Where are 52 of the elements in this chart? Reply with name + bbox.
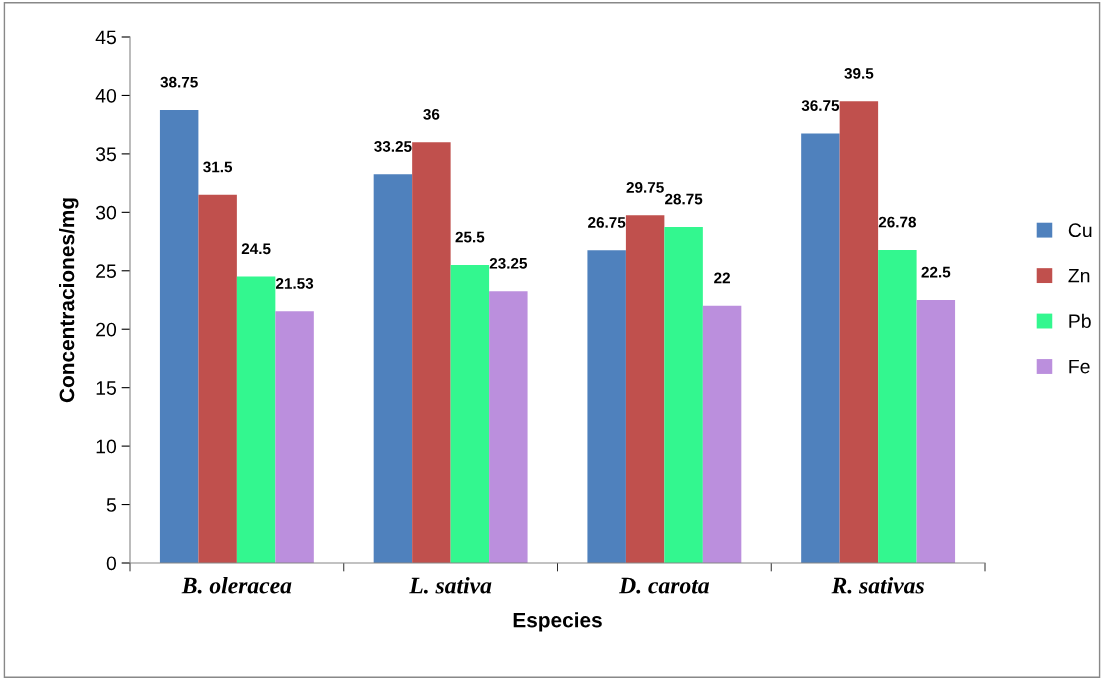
y-tick-label: 30 <box>95 205 117 220</box>
bar <box>839 101 879 563</box>
bar <box>236 276 276 563</box>
data-label: 38.75 <box>160 76 198 88</box>
x-tick-label: B. oleracea <box>181 576 292 594</box>
bar <box>625 215 665 563</box>
y-tick-label: 40 <box>95 88 117 103</box>
bar <box>664 226 703 563</box>
data-label: 22 <box>714 272 730 284</box>
bar <box>702 305 742 563</box>
y-tick-label: 15 <box>96 381 116 395</box>
data-label: 24.5 <box>241 243 271 255</box>
bar <box>412 142 451 563</box>
data-label: 26.78 <box>878 216 917 228</box>
data-label: 33.25 <box>374 141 412 152</box>
bar <box>198 194 237 563</box>
data-label: 26.75 <box>588 217 626 228</box>
data-label: 31.5 <box>203 161 233 173</box>
y-axis-title: Concentraciones/mg <box>59 198 79 403</box>
data-label: 36.75 <box>801 100 840 111</box>
bar <box>275 311 314 563</box>
data-label: 36 <box>423 108 440 120</box>
legend-label: Zn <box>1068 268 1090 283</box>
y-tick-label: 25 <box>96 264 116 279</box>
y-tick-label: 10 <box>96 439 117 454</box>
data-label: 21.53 <box>276 278 314 289</box>
bar <box>373 174 413 563</box>
bar <box>916 300 956 563</box>
x-axis-title: Especies <box>513 612 602 632</box>
y-tick-label: 35 <box>95 147 116 162</box>
bar <box>159 110 199 563</box>
x-tick-label: L. sativa <box>409 576 492 594</box>
data-label: 23.25 <box>489 257 528 269</box>
bar <box>587 250 626 563</box>
bar <box>489 291 528 563</box>
bar <box>801 133 840 563</box>
bar <box>450 264 490 563</box>
x-tick-label: D. carota <box>618 577 710 594</box>
data-label: 29.75 <box>626 181 664 193</box>
legend-label: Fe <box>1069 359 1090 374</box>
data-label: 39.5 <box>844 68 874 79</box>
x-tick-label: R. sativas <box>831 576 924 594</box>
y-tick-label: 45 <box>95 30 116 45</box>
y-tick-label: 5 <box>106 498 116 512</box>
data-label: 25.5 <box>455 231 485 243</box>
legend-label: Pb <box>1069 313 1091 328</box>
legend-label: Cu <box>1068 223 1092 238</box>
data-label: 28.75 <box>665 193 703 205</box>
data-label: 22.5 <box>921 266 951 278</box>
y-tick-label: 20 <box>96 322 117 337</box>
bar <box>878 249 917 563</box>
y-tick-label: 0 <box>106 556 117 571</box>
